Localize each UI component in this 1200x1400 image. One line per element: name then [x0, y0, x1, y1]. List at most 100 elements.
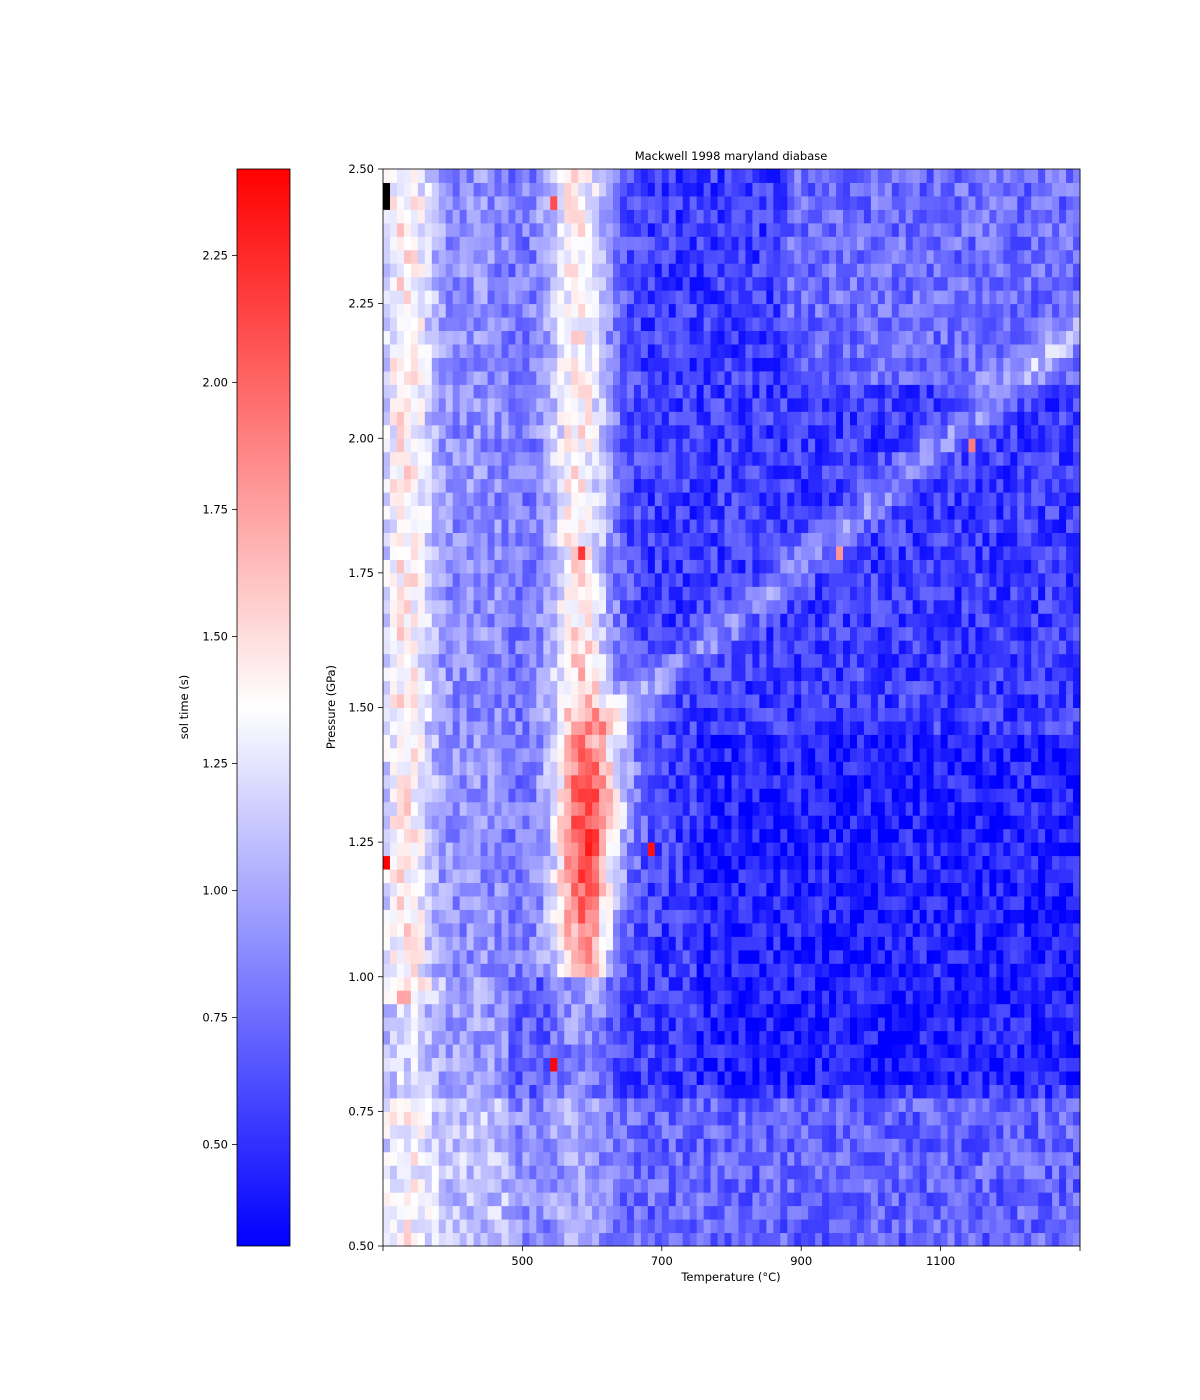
heatmap-cell: [417, 1165, 426, 1180]
heatmap-cell: [522, 640, 530, 655]
heatmap-cell: [403, 869, 412, 884]
heatmap-cell: [787, 949, 795, 964]
heatmap-cell: [933, 882, 942, 897]
heatmap-cell: [884, 734, 893, 749]
heatmap-cell: [682, 1192, 691, 1207]
heatmap-cell: [766, 1070, 774, 1085]
heatmap-cell: [1066, 599, 1074, 614]
heatmap-cell: [870, 1044, 879, 1059]
heatmap-cell: [724, 801, 732, 816]
heatmap-cell: [1038, 1070, 1046, 1085]
heatmap-cell: [640, 572, 649, 587]
heatmap-cell: [982, 1097, 990, 1112]
heatmap-cell: [383, 909, 391, 924]
heatmap-cell: [731, 1030, 739, 1045]
heatmap-cell: [787, 1097, 795, 1112]
heatmap-cell: [626, 842, 635, 857]
heatmap-cell: [731, 1070, 739, 1085]
heatmap-cell: [912, 1097, 921, 1112]
heatmap-cell: [640, 1111, 649, 1126]
heatmap-cell: [863, 1017, 872, 1032]
heatmap-cell: [717, 680, 726, 695]
heatmap-cell: [417, 1111, 426, 1126]
heatmap-cell: [626, 963, 635, 978]
heatmap-cell: [815, 586, 823, 601]
heatmap-cell: [912, 936, 921, 951]
heatmap-cell: [822, 667, 830, 682]
heatmap-cell: [619, 1232, 628, 1247]
heatmap-cell: [856, 1030, 865, 1045]
heatmap-cell: [543, 1057, 551, 1072]
heatmap-cell: [515, 572, 523, 587]
heatmap-cell: [417, 1057, 426, 1072]
heatmap-cell: [1003, 640, 1011, 655]
heatmap-cell: [522, 1138, 530, 1153]
heatmap-cell: [466, 801, 475, 816]
heatmap-cell: [780, 1030, 788, 1045]
heatmap-cell: [961, 976, 969, 991]
heatmap-cell: [1066, 909, 1074, 924]
heatmap-cell: [431, 599, 440, 614]
heatmap-cell: [592, 815, 600, 830]
heatmap-cell: [1010, 1030, 1018, 1045]
heatmap-cell: [731, 1003, 739, 1018]
heatmap-cell: [529, 1192, 537, 1207]
heatmap-cell: [738, 747, 746, 762]
heatmap-cell: [752, 869, 760, 884]
heatmap-cell: [968, 842, 976, 857]
heatmap-cell: [815, 1205, 823, 1220]
heatmap-cell: [968, 1151, 976, 1166]
heatmap-cell: [933, 599, 942, 614]
heatmap-cell: [710, 734, 719, 749]
heatmap-cell: [550, 653, 558, 668]
heatmap-cell: [675, 1232, 684, 1247]
heatmap-cell: [647, 1232, 656, 1247]
heatmap-cell: [780, 761, 788, 776]
heatmap-cell: [696, 1003, 705, 1018]
heatmap-cell: [661, 1030, 670, 1045]
heatmap-cell: [501, 1030, 509, 1045]
heatmap-cell: [438, 1057, 447, 1072]
heatmap-cell: [1052, 626, 1060, 641]
heatmap-cell: [599, 1003, 607, 1018]
heatmap-cell: [633, 949, 642, 964]
heatmap-cell: [989, 1097, 997, 1112]
heatmap-cell: [1031, 855, 1039, 870]
heatmap-cell: [640, 842, 649, 857]
heatmap-cell: [926, 842, 935, 857]
heatmap-cell: [891, 922, 900, 937]
heatmap-cell: [926, 949, 935, 964]
heatmap-cell: [668, 720, 677, 735]
heatmap-cell: [675, 815, 684, 830]
heatmap-cell: [494, 653, 502, 668]
colorbar-label: sol time (s): [177, 675, 191, 739]
heatmap-cell: [877, 1070, 886, 1085]
heatmap-cell: [1052, 1124, 1060, 1139]
heatmap-cell: [1066, 640, 1074, 655]
heatmap-cell: [794, 626, 802, 641]
heatmap-cell: [801, 788, 809, 803]
heatmap-cell: [592, 626, 600, 641]
heatmap-cell: [383, 949, 391, 964]
heatmap-cell: [599, 586, 607, 601]
heatmap-cell: [808, 828, 816, 843]
heatmap-cell: [975, 1165, 983, 1180]
heatmap-cell: [780, 1044, 788, 1059]
heatmap-cell: [389, 1044, 398, 1059]
heatmap-cell: [592, 1205, 600, 1220]
heatmap-cell: [536, 774, 544, 789]
heatmap-cell: [383, 1111, 391, 1126]
heatmap-cell: [710, 1205, 719, 1220]
heatmap-cell: [619, 640, 628, 655]
heatmap-cell: [1045, 1084, 1053, 1099]
heatmap-cell: [759, 963, 767, 978]
heatmap-cell: [836, 1070, 844, 1085]
heatmap-cell: [536, 1151, 544, 1166]
heatmap-cell: [592, 1017, 600, 1032]
heatmap-cell: [431, 963, 440, 978]
heatmap-cell: [431, 828, 440, 843]
heatmap-cell: [1073, 801, 1081, 816]
heatmap-cell: [396, 774, 405, 789]
heatmap-cell: [647, 667, 656, 682]
heatmap-cell: [585, 895, 593, 910]
